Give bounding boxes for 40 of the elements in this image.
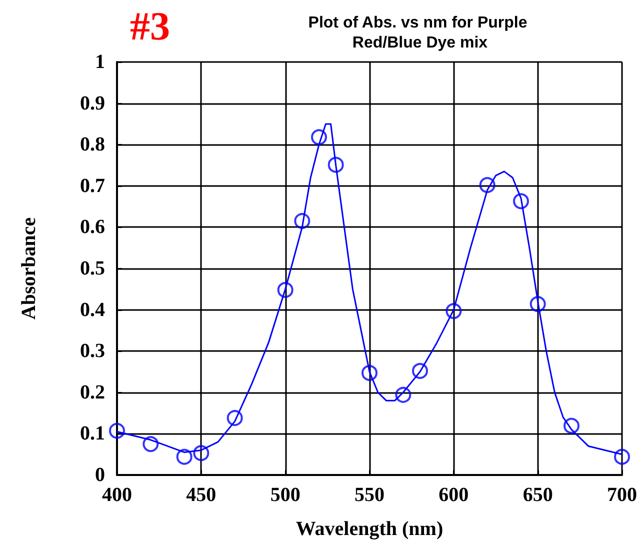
text: #3	[130, 4, 170, 48]
point	[193, 445, 210, 462]
point	[395, 386, 412, 403]
point	[328, 156, 344, 173]
y-tick-label: 0.7	[80, 174, 105, 197]
y-tick-label: 0	[95, 464, 105, 486]
x-tick-label: 600	[438, 484, 469, 506]
x-tick-label: 700	[607, 484, 637, 506]
y-tick-label: 0.2	[80, 381, 105, 404]
x-tick-label: 500	[270, 484, 300, 506]
y-tick-label: 0.5	[80, 258, 105, 280]
chart-title: Plot of Abs. vs nm for Purple Red/Blue Dye mix	[308, 14, 532, 52]
point	[176, 448, 192, 465]
point	[294, 213, 310, 229]
y-tick-label: 1	[95, 51, 105, 73]
y-tick-label: 0.9	[80, 92, 105, 114]
x-tick-label: 650	[522, 484, 553, 506]
y-axis-title: Absorbance	[18, 217, 40, 320]
point	[412, 362, 428, 379]
point	[362, 364, 378, 381]
point	[277, 282, 294, 298]
y-tick-label: 0.3	[80, 340, 105, 362]
y-tick-label: 0.6	[80, 216, 105, 238]
y-tick-label: 0.4	[80, 298, 105, 321]
x-axis-title: Wavelength (nm)	[296, 518, 444, 540]
y-tick-label: 0.8	[80, 134, 105, 156]
x-tick-label: 400	[102, 484, 132, 506]
point	[311, 129, 327, 146]
point	[479, 177, 496, 194]
point	[109, 422, 125, 439]
point	[614, 448, 630, 465]
x-tick-label: 550	[354, 484, 384, 506]
point	[530, 296, 546, 312]
point	[142, 436, 159, 452]
x-tick-label: 450	[186, 484, 216, 506]
point	[513, 193, 529, 210]
point	[564, 418, 580, 434]
point	[226, 410, 243, 426]
point	[446, 303, 462, 320]
y-tick-label: 0.1	[80, 422, 105, 445]
